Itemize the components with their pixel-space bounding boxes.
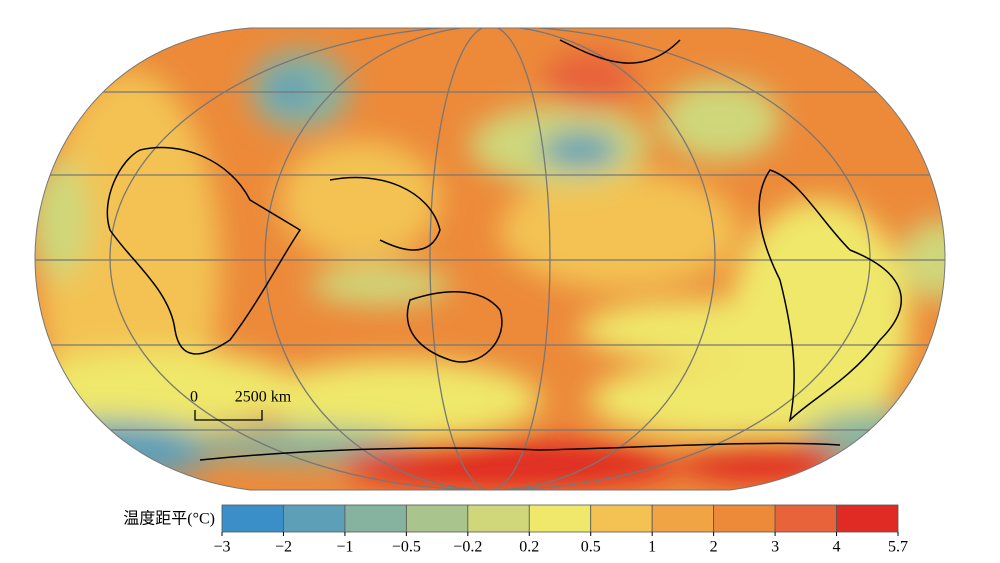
legend-tick-label: 0.5: [581, 539, 601, 556]
scale-length: 2500 km: [235, 389, 292, 406]
legend-tick-label: −2: [275, 539, 292, 556]
legend-title: 温度距平(°C): [123, 510, 215, 528]
legend-swatch: [836, 504, 899, 533]
legend-tick-label: 4: [833, 539, 841, 556]
legend-tick-label: 3: [771, 539, 779, 556]
legend-tick-label: 1: [648, 539, 656, 556]
legend-tick-label: −0.5: [392, 539, 421, 556]
legend-tick-label: 2: [710, 539, 718, 556]
coastlines: [106, 39, 902, 461]
legend-tick-label: 0.2: [519, 539, 539, 556]
legend: −3 −2 −1 −0.5 −0.2 0.2 0.5 1 2 3 4 5.7: [213, 504, 908, 556]
legend-swatch: [405, 504, 469, 533]
legend-swatch: [774, 504, 837, 533]
legend-swatch: [221, 504, 284, 533]
scale-start: 0: [190, 389, 198, 406]
legend-swatch: [651, 504, 715, 533]
map-outline: [34, 27, 946, 491]
legend-tick-label: −1: [336, 539, 353, 556]
legend-swatch: [528, 504, 592, 533]
legend-tick-label: −3: [213, 539, 230, 556]
legend-swatch: [590, 504, 653, 533]
legend-tick-label: 5.7: [888, 539, 908, 556]
legend-swatch: [283, 504, 346, 533]
scale-bar: 0 2500 km: [190, 389, 292, 421]
legend-swatch: [713, 504, 776, 533]
graticule: [35, 28, 945, 490]
legend-swatch: [344, 504, 407, 533]
scale-line: [194, 410, 263, 421]
legend-swatch: [467, 504, 530, 533]
legend-tick-label: −0.2: [453, 539, 482, 556]
